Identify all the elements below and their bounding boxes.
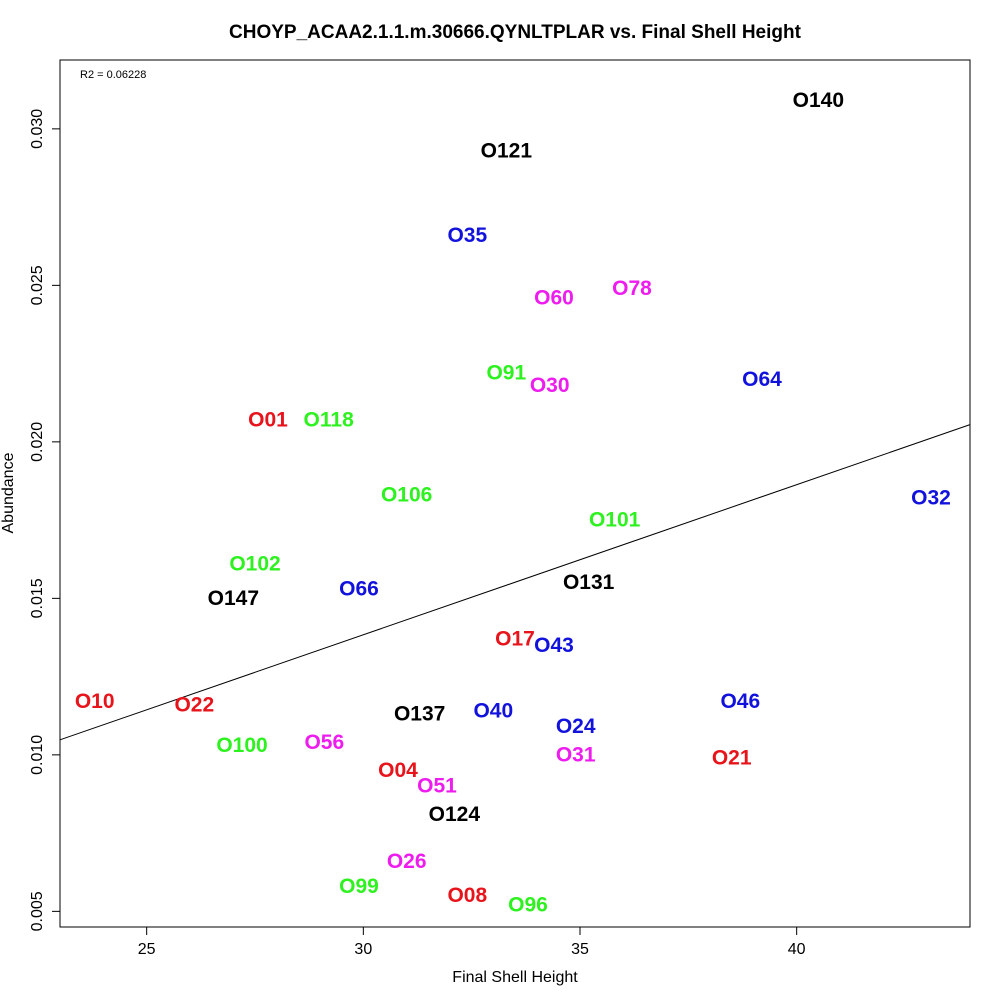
point-label: O100 xyxy=(216,734,267,757)
regression-line xyxy=(59,424,971,741)
y-tick-label: 0.020 xyxy=(29,422,46,462)
point-label: O22 xyxy=(174,693,214,716)
point-label: O121 xyxy=(481,139,533,162)
point-label: O99 xyxy=(339,875,379,898)
point-label: O43 xyxy=(534,634,574,657)
regression-layer xyxy=(59,424,971,741)
point-label: O124 xyxy=(429,803,481,826)
point-label: O24 xyxy=(556,715,596,738)
point-label: O31 xyxy=(556,743,596,766)
x-tick-label: 40 xyxy=(788,941,806,958)
point-label: O147 xyxy=(208,587,259,610)
point-label: O21 xyxy=(712,746,752,769)
point-label: O64 xyxy=(742,368,782,391)
x-axis-label: Final Shell Height xyxy=(452,969,578,986)
point-label: O56 xyxy=(304,731,344,754)
point-label: O78 xyxy=(612,277,652,300)
y-axis-label: Abundance xyxy=(0,452,17,533)
point-label: O131 xyxy=(563,571,615,594)
point-label: O35 xyxy=(447,224,487,247)
point-label: O40 xyxy=(473,700,513,723)
point-label: O140 xyxy=(793,89,844,112)
point-label: O51 xyxy=(417,775,457,798)
point-label: O46 xyxy=(720,690,760,713)
point-label: O26 xyxy=(387,850,427,873)
point-label: O118 xyxy=(304,408,355,431)
y-tick-label: 0.010 xyxy=(29,735,46,775)
point-label: O32 xyxy=(911,487,951,510)
r2-annotation: R2 = 0.06228 xyxy=(80,69,146,81)
plot-frame xyxy=(59,59,971,928)
y-tick-label: 0.015 xyxy=(29,578,46,618)
x-tick-label: 25 xyxy=(138,941,156,958)
point-label: O08 xyxy=(447,884,487,907)
x-tick-label: 30 xyxy=(354,941,372,958)
point-label: O66 xyxy=(339,577,379,600)
point-label: O30 xyxy=(530,374,570,397)
y-tick-label: 0.030 xyxy=(29,109,46,149)
point-label: O96 xyxy=(508,894,548,917)
point-label: O60 xyxy=(534,286,574,309)
point-label: O04 xyxy=(378,759,418,782)
point-label: O102 xyxy=(229,552,280,575)
point-label: O106 xyxy=(381,484,432,507)
point-label: O101 xyxy=(589,509,641,532)
y-tick-label: 0.005 xyxy=(29,891,46,931)
point-label: O137 xyxy=(394,703,445,726)
y-axis: 0.005 0.010 0.015 0.020 0.025 0.030 xyxy=(29,109,60,931)
chart-title: CHOYP_ACAA2.1.1.m.30666.QYNLTPLAR vs. Fi… xyxy=(229,22,802,43)
point-label: O10 xyxy=(75,690,115,713)
point-label: O01 xyxy=(248,408,288,431)
point-label: O91 xyxy=(486,361,526,384)
y-tick-label: 0.025 xyxy=(29,265,46,305)
x-tick-label: 35 xyxy=(571,941,589,958)
x-axis: 25 30 35 40 xyxy=(138,927,806,958)
point-label: O17 xyxy=(495,628,535,651)
